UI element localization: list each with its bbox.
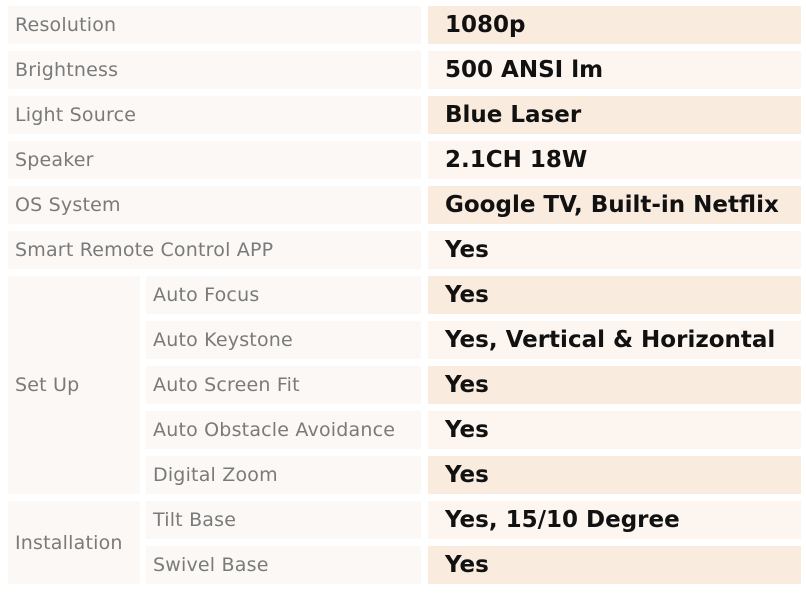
spec-value-tilt-base: Yes, 15/10 Degree (428, 501, 801, 539)
spec-label-brightness: Brightness (8, 51, 421, 89)
spec-value-brightness: 500 ANSI lm (428, 51, 801, 89)
spec-value-speaker: 2.1CH 18W (428, 141, 801, 179)
spec-label-digital-zoom: Digital Zoom (146, 456, 421, 494)
spec-value-auto-focus: Yes (428, 276, 801, 314)
spec-value-auto-screen-fit: Yes (428, 366, 801, 404)
spec-label-tilt-base: Tilt Base (146, 501, 421, 539)
group-label-setup: Set Up (8, 276, 140, 494)
spec-value-digital-zoom: Yes (428, 456, 801, 494)
spec-value-light-source: Blue Laser (428, 96, 801, 134)
spec-value-smart-remote: Yes (428, 231, 801, 269)
spec-value-os-system: Google TV, Built-in Netflix (428, 186, 801, 224)
spec-value-resolution: 1080p (428, 6, 801, 44)
spec-label-auto-keystone: Auto Keystone (146, 321, 421, 359)
spec-label-smart-remote: Smart Remote Control APP (8, 231, 421, 269)
group-label-installation: Installation (8, 501, 140, 584)
spec-value-auto-keystone: Yes, Vertical & Horizontal (428, 321, 801, 359)
spec-value-swivel-base: Yes (428, 546, 801, 584)
spec-label-swivel-base: Swivel Base (146, 546, 421, 584)
spec-label-auto-focus: Auto Focus (146, 276, 421, 314)
spec-label-light-source: Light Source (8, 96, 421, 134)
spec-label-auto-obstacle: Auto Obstacle Avoidance (146, 411, 421, 449)
spec-value-auto-obstacle: Yes (428, 411, 801, 449)
spec-label-speaker: Speaker (8, 141, 421, 179)
spec-label-os-system: OS System (8, 186, 421, 224)
spec-label-resolution: Resolution (8, 6, 421, 44)
spec-label-auto-screen-fit: Auto Screen Fit (146, 366, 421, 404)
